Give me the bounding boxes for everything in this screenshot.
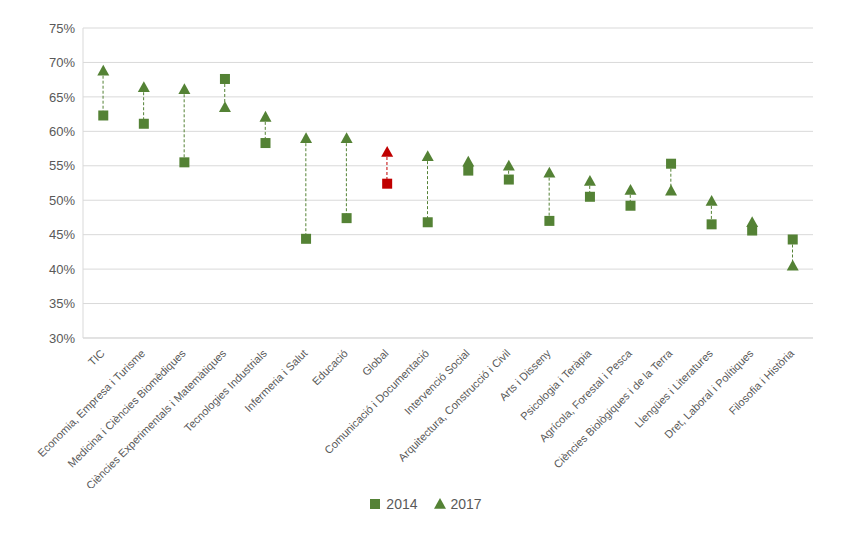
svg-text:75%: 75% <box>49 21 75 36</box>
svg-text:70%: 70% <box>49 55 75 70</box>
svg-text:60%: 60% <box>49 124 75 139</box>
svg-text:Infermeria i Salut: Infermeria i Salut <box>242 347 309 414</box>
svg-text:Psicologia i Teràpia: Psicologia i Teràpia <box>518 346 594 422</box>
svg-text:Global: Global <box>360 347 391 378</box>
svg-text:Arts i Disseny: Arts i Disseny <box>496 347 553 403</box>
svg-text:Medicina i Ciències Biomèdique: Medicina i Ciències Biomèdiques <box>65 347 188 470</box>
svg-text:65%: 65% <box>49 90 75 105</box>
svg-text:Comunicació i Documentació: Comunicació i Documentació <box>322 347 432 457</box>
svg-text:Filosofia i Història: Filosofia i Història <box>726 346 796 416</box>
svg-text:35%: 35% <box>49 296 75 311</box>
svg-text:30%: 30% <box>49 331 75 346</box>
html-text:2017: 2017 <box>450 496 482 512</box>
svg-text:55%: 55% <box>49 158 75 173</box>
svg-text:Educació: Educació <box>310 347 350 387</box>
svg-text:Arquitectura, Construcció i Ci: Arquitectura, Construcció i Civil <box>396 347 513 464</box>
svg-text:45%: 45% <box>49 227 75 242</box>
svg-text:Tecnologies Industrials: Tecnologies Industrials <box>182 347 270 435</box>
svg-text:Ciències Biològiques i de la T: Ciències Biològiques i de la Terra <box>551 347 675 471</box>
svg-text:50%: 50% <box>49 193 75 208</box>
svg-text:Agrícola, Forestal i Pesca: Agrícola, Forestal i Pesca <box>536 347 634 445</box>
html-text:2014: 2014 <box>386 496 418 512</box>
svg-text:Dret, Laboral i Polítiques: Dret, Laboral i Polítiques <box>662 347 756 441</box>
svg-text:40%: 40% <box>49 262 75 277</box>
svg-text:Intervenció Social: Intervenció Social <box>401 347 472 417</box>
svg-text:TIC: TIC <box>86 347 107 368</box>
svg-text:Llengües i Literatures: Llengües i Literatures <box>632 347 715 430</box>
svg-text:Economia, Empresa i Turisme: Economia, Empresa i Turisme <box>35 347 148 460</box>
